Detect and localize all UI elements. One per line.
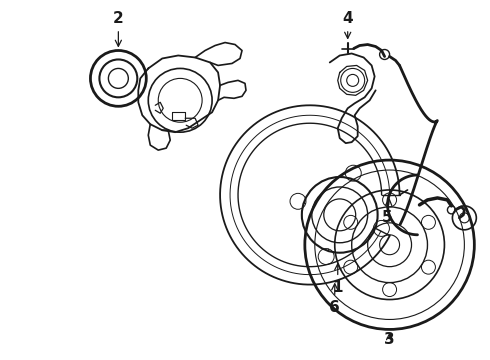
Text: 2: 2	[113, 11, 124, 46]
Text: 5: 5	[382, 199, 393, 225]
Text: 6: 6	[329, 284, 340, 315]
Text: 3: 3	[384, 332, 395, 347]
Text: 1: 1	[333, 264, 343, 295]
Text: 4: 4	[343, 11, 353, 39]
